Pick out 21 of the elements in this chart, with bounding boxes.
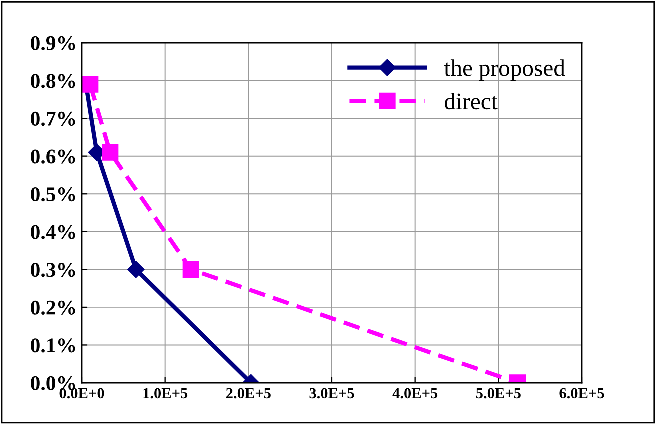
legend-label: the proposed xyxy=(444,60,566,82)
legend-label: direct xyxy=(445,93,498,110)
x-tick-label: 2.0E+5 xyxy=(226,388,271,399)
y-tick-label: 0.2% xyxy=(31,300,76,315)
y-tick-label: 0.9% xyxy=(31,36,76,51)
x-tick-label: 6.0E+5 xyxy=(560,388,604,399)
y-tick-label: 0.1% xyxy=(31,338,76,353)
y-tick-label: 0.4% xyxy=(31,225,76,240)
y-tick-label: 0.8% xyxy=(31,74,76,88)
y-tick-label: 0.3% xyxy=(31,263,76,278)
point xyxy=(102,144,119,161)
y-tick-label: 0.7% xyxy=(31,112,76,126)
x-tick-label: 0.0E+0 xyxy=(60,388,104,399)
x-tick-label: 3.0E+5 xyxy=(310,388,354,399)
point xyxy=(82,76,99,93)
x-tick-label: 1.0E+5 xyxy=(144,388,188,399)
x-tick-label: 4.0E+5 xyxy=(392,388,438,399)
x-tick-label: 5.0E+5 xyxy=(476,388,521,399)
y-tick-label: 0.5% xyxy=(31,187,76,202)
y-tick-label: 0.0% xyxy=(31,376,76,391)
y-tick-label: 0.6% xyxy=(31,150,76,164)
